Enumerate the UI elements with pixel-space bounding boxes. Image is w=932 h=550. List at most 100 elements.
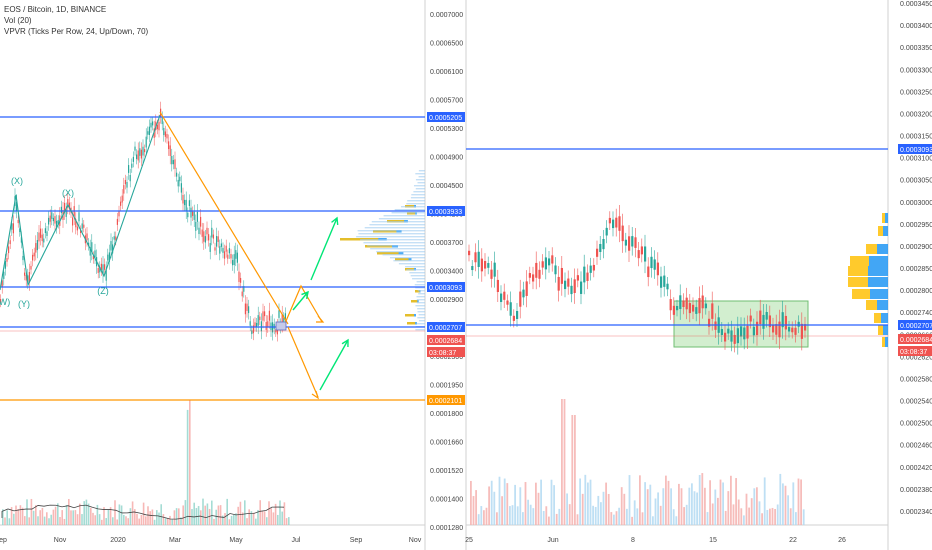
right-volume-bar (477, 514, 480, 525)
right-volume-bar (633, 500, 636, 525)
left-volume-bar (246, 518, 248, 525)
left-candle-body (147, 131, 149, 135)
right-volume-bar (485, 507, 488, 525)
left-candle-body (225, 245, 227, 252)
left-candle-body (212, 234, 214, 239)
right-candle-body (647, 266, 650, 278)
left-volume-bar (189, 400, 191, 525)
left-candle-body (208, 234, 210, 241)
volume-indicator-label[interactable]: Vol (20) (4, 16, 32, 25)
right-candle-body (548, 258, 551, 266)
left-vp-bar (406, 203, 425, 205)
right-volume-bar (475, 490, 477, 525)
left-candle-body (99, 266, 101, 273)
right-volume-bar (587, 482, 589, 525)
left-candle-body (76, 226, 78, 231)
right-candle-body (765, 311, 768, 320)
left-vp-bar (412, 278, 425, 280)
left-volume-bar (76, 514, 79, 525)
left-vp-bar (371, 221, 425, 223)
left-price-badge (427, 112, 465, 122)
left-vp-bar (418, 293, 425, 295)
left-volume-bar (204, 505, 206, 525)
left-volume-bar (127, 518, 129, 525)
right-volume-bar (532, 508, 535, 525)
left-volume-bar (118, 504, 121, 525)
right-volume-bar (646, 489, 649, 525)
right-volume-bar (789, 508, 792, 525)
left-candle-body (169, 145, 171, 156)
left-candle-body (200, 216, 202, 227)
left-candle-body (102, 264, 104, 275)
right-candle-body (640, 246, 643, 255)
left-wave-label: (Z) (97, 286, 109, 296)
left-candle-body (19, 228, 21, 232)
right-volume-bar (514, 484, 516, 525)
right-volume-bar (493, 491, 496, 525)
right-y-tick-label: 0.0002900 (900, 244, 932, 251)
left-vp-bar (357, 230, 425, 232)
left-volume-bar (59, 517, 61, 525)
right-volume-bar (665, 475, 667, 525)
left-arrowhead-orange-2 (316, 315, 325, 323)
right-candle-body (612, 219, 615, 229)
right-y-tick-label: 0.0002620 (900, 354, 932, 361)
left-volume-bar (17, 509, 19, 525)
left-volume-bar (6, 510, 8, 525)
right-y-tick-label: 0.0002460 (900, 443, 932, 450)
left-candle-body (264, 311, 266, 317)
left-candle-body (116, 218, 118, 225)
left-y-tick-label: 0.0004900 (430, 155, 463, 162)
left-candle-body (4, 261, 6, 269)
right-y-tick-label: 0.0003350 (900, 45, 932, 52)
left-volume-bar (101, 519, 103, 525)
right-candle-body (685, 297, 688, 310)
left-volume-bar (237, 506, 239, 525)
left-vp-bar (417, 182, 425, 184)
left-volume-bar (171, 519, 173, 525)
left-candle-body (0, 299, 2, 303)
right-candle-body (602, 239, 605, 250)
right-y-tick-label: 0.0002740 (900, 310, 932, 317)
right-candle-body (637, 250, 640, 259)
left-candle-body (9, 240, 11, 245)
left-vp-bar (407, 200, 425, 202)
left-candle-body (110, 241, 112, 251)
right-candle-body (506, 300, 509, 305)
left-candle-body (100, 263, 102, 270)
right-candle-body (564, 280, 567, 290)
vpvr-indicator-label[interactable]: VPVR (Ticks Per Row, 24, Up/Down, 70) (4, 27, 149, 36)
right-y-tick-label: 0.0002340 (900, 509, 932, 516)
right-candle-body (592, 264, 595, 271)
left-candle-body (243, 286, 245, 292)
left-volume-bar (151, 509, 154, 525)
right-y-tick-label: 0.0003400 (900, 23, 932, 30)
left-candle-body (230, 254, 232, 259)
left-volume-bar (226, 498, 228, 525)
left-candle-body (172, 160, 174, 165)
left-candle-body (171, 156, 173, 165)
right-volume-bar (605, 482, 607, 525)
right-candle-body (695, 307, 698, 314)
right-vp-bar-down (874, 313, 881, 323)
left-candle-body (201, 229, 203, 237)
right-volume-bar (542, 510, 545, 525)
left-candle-body (81, 223, 83, 229)
right-candle-body (634, 237, 637, 248)
right-vp-bar-down (852, 289, 870, 299)
right-x-tick-label: 8 (631, 537, 635, 544)
right-volume-bar (618, 507, 620, 525)
left-candle-body (180, 183, 182, 193)
left-projection-path (282, 284, 323, 329)
right-volume-bar (540, 479, 542, 525)
left-y-tick-label: 0.0002900 (430, 297, 463, 304)
left-y-tick-label: 0.0001520 (430, 468, 463, 475)
symbol-label[interactable]: EOS / Bitcoin, 1D, BINANCE (4, 5, 107, 14)
right-volume-bar (553, 485, 555, 525)
left-vp-bar (401, 206, 425, 208)
right-volume-bar (600, 502, 602, 525)
left-volume-bar (219, 505, 222, 525)
left-y-tick-label: 0.0003700 (430, 240, 463, 247)
left-volume-bar (255, 518, 257, 525)
